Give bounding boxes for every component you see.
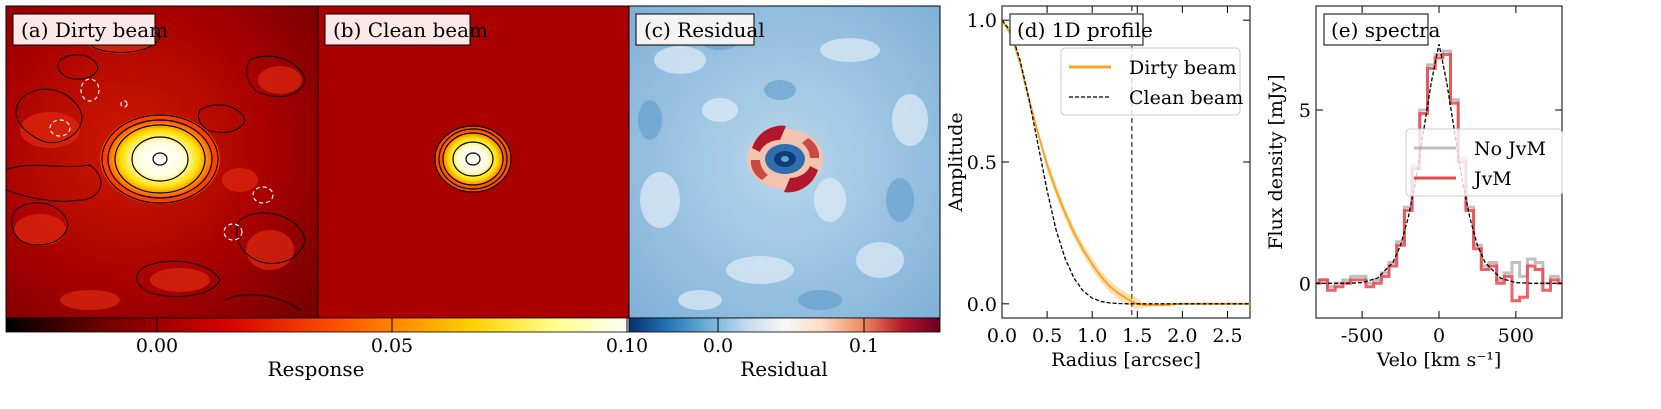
residual-texture-dark: [638, 30, 914, 310]
panel-a-label-box: (a) Dirty beam: [12, 13, 168, 46]
panel-a-dirty-beam: [6, 6, 318, 318]
y-tick-label: 0.0: [967, 294, 997, 316]
x-tick-label: 2.5: [1212, 325, 1242, 347]
panel-b-label-box: (b) Clean beam: [324, 13, 488, 46]
series-no-jvm: [1316, 49, 1562, 289]
cb-residual-tick: 0.1: [849, 335, 879, 357]
y-tick-label: 0.5: [967, 152, 997, 174]
dirty-beam-core: [100, 114, 220, 204]
chart-title-box: [1323, 13, 1429, 46]
series-jvm: [1316, 53, 1562, 303]
legend-label: No JvM: [1474, 138, 1546, 160]
x-tick-label: 2.0: [1167, 325, 1197, 347]
chart-title: (d) 1D profile: [1017, 18, 1153, 42]
x-tick-label: 0.0: [987, 325, 1017, 347]
cb-response-tick: 0.00: [136, 335, 178, 357]
y-axis-label: Amplitude: [945, 112, 967, 212]
x-axis-label: Radius [arcsec]: [1051, 349, 1201, 371]
cb-response-tick: 0.05: [371, 335, 413, 357]
legend-box: [1060, 47, 1241, 116]
y-tick-label: 1.0: [967, 10, 997, 32]
x-tick-label: 0: [1433, 325, 1445, 347]
legend-label: Clean beam: [1129, 87, 1243, 109]
y-tick-label: 5: [1299, 100, 1311, 122]
cb-residual-label: Residual: [740, 357, 828, 381]
y-axis-label: Flux density [mJy]: [1265, 74, 1287, 249]
panel-b-clean-beam: [318, 6, 629, 318]
y-tick-label: 0: [1299, 273, 1311, 295]
x-tick-label: -500: [1341, 325, 1384, 347]
chart-title-box: [1009, 13, 1144, 46]
chart-e-spectra: -500 0 500 0 5 Velo [km s⁻¹] Flux density [mJy…: [1265, 5, 1563, 371]
colorbar-response: 0.00 0.05 0.10 Response: [5, 317, 648, 381]
x-tick-label: 0.5: [1032, 325, 1062, 347]
dirty-beam-noise: [14, 26, 302, 310]
legend-label: JvM: [1472, 168, 1512, 190]
panel-b-label: (b) Clean beam: [333, 18, 488, 42]
residual-ring: [747, 125, 823, 193]
x-axis-label: Velo [km s⁻¹]: [1376, 349, 1502, 371]
x-tick-label: 1.0: [1077, 325, 1107, 347]
series-model: [1316, 43, 1562, 284]
chart-title: (e) spectra: [1331, 18, 1441, 42]
legend-label: Dirty beam: [1129, 57, 1237, 79]
panel-c-label: (c) Residual: [644, 18, 765, 42]
cb-residual-tick: 0.0: [703, 335, 733, 357]
residual-texture: [640, 38, 928, 310]
clean-beam-core: [434, 125, 512, 193]
colorbar-residual: 0.0 0.1 Residual: [628, 317, 941, 381]
panel-c-residual: [629, 6, 940, 318]
plot-series: [1316, 43, 1562, 303]
dirty-beam-noise-contours: [6, 20, 306, 311]
panel-a-label: (a) Dirty beam: [21, 18, 168, 42]
cb-response-tick: 0.10: [606, 335, 648, 357]
series-clean-beam: [1002, 19, 1250, 305]
panel-c-label-box: (c) Residual: [635, 13, 765, 46]
negative-contours: [49, 78, 274, 241]
x-tick-label: 500: [1498, 325, 1534, 347]
cb-response-label: Response: [268, 357, 365, 381]
x-tick-label: 1.5: [1122, 325, 1152, 347]
